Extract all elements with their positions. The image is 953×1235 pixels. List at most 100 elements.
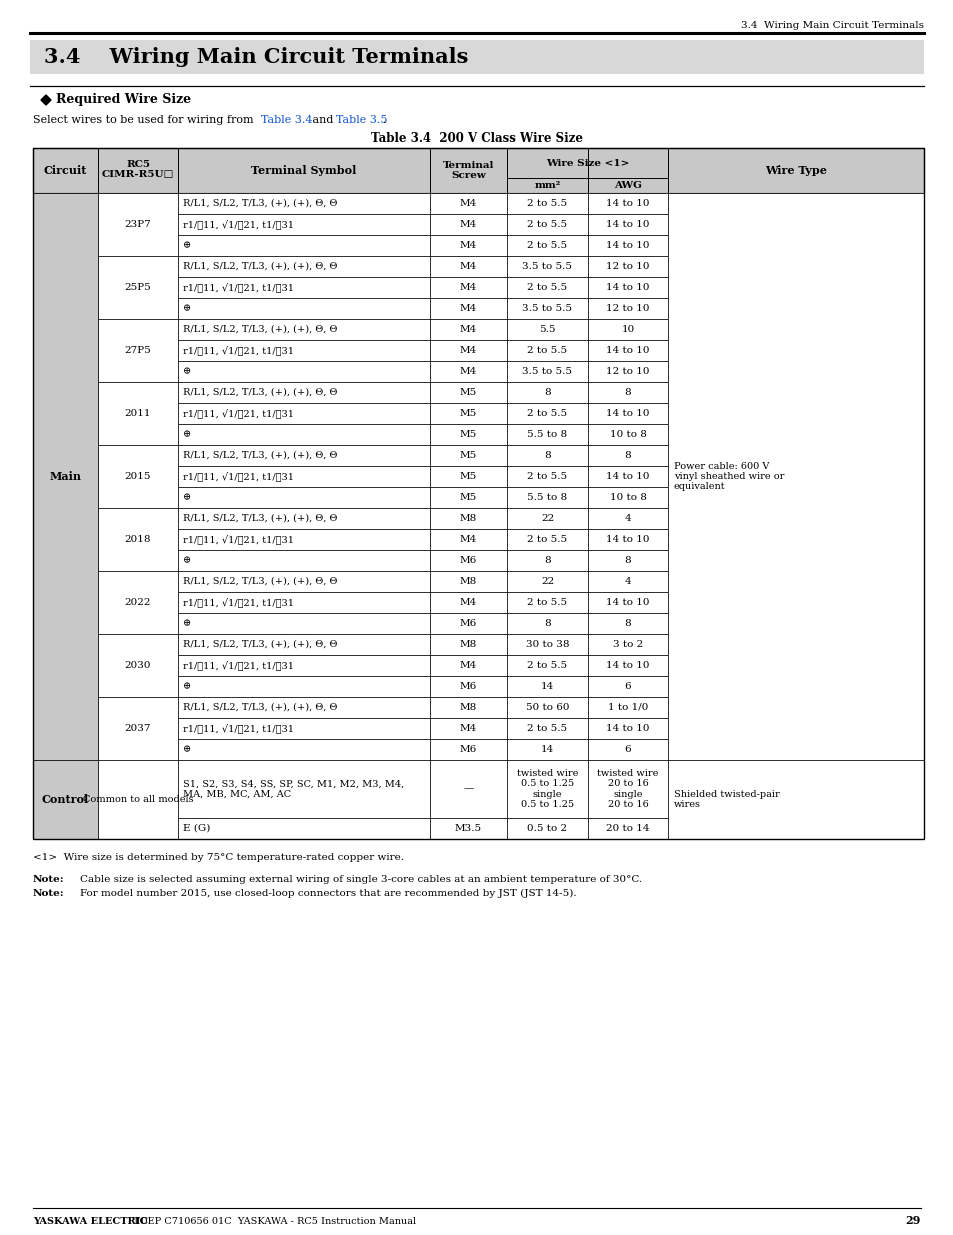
- Text: 1 to 1/0: 1 to 1/0: [607, 703, 647, 713]
- Text: 23P7: 23P7: [125, 220, 152, 228]
- Bar: [587, 466, 667, 487]
- Text: ⊕: ⊕: [183, 745, 191, 755]
- Text: Table 3.4: Table 3.4: [261, 115, 313, 125]
- Bar: [178, 361, 430, 382]
- Text: 5.5 to 8: 5.5 to 8: [527, 430, 567, 438]
- Text: 8: 8: [543, 451, 550, 459]
- Bar: [98, 445, 178, 508]
- Text: 14 to 10: 14 to 10: [605, 535, 649, 543]
- Text: 6: 6: [624, 682, 631, 692]
- Text: 14 to 10: 14 to 10: [605, 346, 649, 354]
- Text: <1>  Wire size is determined by 75°C temperature-rated copper wire.: <1> Wire size is determined by 75°C temp…: [33, 853, 403, 862]
- Text: 2 to 5.5: 2 to 5.5: [527, 535, 567, 543]
- Bar: [587, 319, 667, 340]
- Text: M5: M5: [459, 430, 476, 438]
- Text: Cable size is selected assuming external wiring of single 3-core cables at an am: Cable size is selected assuming external…: [80, 876, 641, 884]
- Text: Power cable: 600 V
vinyl sheathed wire or
equivalent: Power cable: 600 V vinyl sheathed wire o…: [673, 462, 783, 492]
- Bar: [178, 319, 430, 340]
- Bar: [430, 277, 506, 298]
- Bar: [587, 193, 667, 214]
- Text: 14 to 10: 14 to 10: [605, 220, 649, 228]
- Text: M8: M8: [459, 577, 476, 585]
- Text: M4: M4: [459, 262, 476, 270]
- Text: r1/ℓ11, √1/ℓ21, t1/ℓ31: r1/ℓ11, √1/ℓ21, t1/ℓ31: [183, 598, 294, 608]
- Text: 2 to 5.5: 2 to 5.5: [527, 409, 567, 417]
- Bar: [587, 634, 667, 655]
- Bar: [430, 592, 506, 613]
- Bar: [430, 466, 506, 487]
- Text: Common to all models: Common to all models: [83, 795, 193, 804]
- Text: R/L1, S/L2, T/L3, (+), (+), Θ, Θ: R/L1, S/L2, T/L3, (+), (+), Θ, Θ: [183, 199, 337, 207]
- Text: 10: 10: [620, 325, 634, 333]
- Text: 2022: 2022: [125, 598, 152, 606]
- Bar: [178, 760, 430, 818]
- Bar: [506, 655, 587, 676]
- Bar: [506, 298, 587, 319]
- Text: 8: 8: [624, 388, 631, 396]
- Bar: [506, 445, 587, 466]
- Bar: [506, 361, 587, 382]
- Bar: [430, 676, 506, 697]
- Text: Note:: Note:: [33, 889, 65, 898]
- Bar: [178, 529, 430, 550]
- Text: ⊕: ⊕: [183, 556, 191, 564]
- Text: Table 3.5: Table 3.5: [335, 115, 387, 125]
- Text: 2 to 5.5: 2 to 5.5: [527, 724, 567, 734]
- Text: 2 to 5.5: 2 to 5.5: [527, 661, 567, 671]
- Bar: [178, 382, 430, 403]
- Text: 5.5: 5.5: [538, 325, 556, 333]
- Bar: [430, 697, 506, 718]
- Bar: [506, 718, 587, 739]
- Bar: [587, 382, 667, 403]
- Text: R/L1, S/L2, T/L3, (+), (+), Θ, Θ: R/L1, S/L2, T/L3, (+), (+), Θ, Θ: [183, 451, 337, 459]
- Bar: [506, 403, 587, 424]
- Text: Select wires to be used for wiring from: Select wires to be used for wiring from: [33, 115, 257, 125]
- Bar: [98, 382, 178, 445]
- Bar: [506, 487, 587, 508]
- Bar: [506, 571, 587, 592]
- Text: Shielded twisted-pair
wires: Shielded twisted-pair wires: [673, 790, 779, 809]
- Bar: [430, 445, 506, 466]
- Bar: [430, 424, 506, 445]
- Bar: [430, 613, 506, 634]
- Bar: [506, 256, 587, 277]
- Bar: [178, 634, 430, 655]
- Bar: [98, 634, 178, 697]
- Text: R/L1, S/L2, T/L3, (+), (+), Θ, Θ: R/L1, S/L2, T/L3, (+), (+), Θ, Θ: [183, 577, 337, 585]
- Bar: [430, 550, 506, 571]
- Text: R/L1, S/L2, T/L3, (+), (+), Θ, Θ: R/L1, S/L2, T/L3, (+), (+), Θ, Θ: [183, 388, 337, 396]
- Bar: [178, 193, 430, 214]
- Bar: [98, 697, 178, 760]
- Polygon shape: [41, 95, 51, 105]
- Bar: [587, 487, 667, 508]
- Bar: [178, 697, 430, 718]
- Text: 22: 22: [540, 577, 554, 585]
- Bar: [33, 760, 98, 839]
- Text: M8: M8: [459, 514, 476, 522]
- Text: 2 to 5.5: 2 to 5.5: [527, 220, 567, 228]
- Bar: [506, 193, 587, 214]
- Text: M5: M5: [459, 493, 476, 501]
- Text: Wire Size <1>: Wire Size <1>: [545, 158, 629, 168]
- Bar: [178, 613, 430, 634]
- Text: 14 to 10: 14 to 10: [605, 598, 649, 606]
- Bar: [587, 739, 667, 760]
- Text: 10 to 8: 10 to 8: [609, 430, 646, 438]
- Bar: [430, 508, 506, 529]
- Text: M4: M4: [459, 598, 476, 606]
- Bar: [506, 613, 587, 634]
- Text: Control: Control: [42, 794, 89, 805]
- Text: M4: M4: [459, 283, 476, 291]
- Bar: [178, 739, 430, 760]
- Text: 3 to 2: 3 to 2: [612, 640, 642, 650]
- Bar: [587, 214, 667, 235]
- Text: 14 to 10: 14 to 10: [605, 661, 649, 671]
- Text: M6: M6: [459, 619, 476, 629]
- Text: 4: 4: [624, 514, 631, 522]
- Text: RC5
CIMR-R5U□: RC5 CIMR-R5U□: [102, 159, 174, 179]
- Text: 2 to 5.5: 2 to 5.5: [527, 199, 567, 207]
- Text: ⊕: ⊕: [183, 304, 191, 312]
- Text: R/L1, S/L2, T/L3, (+), (+), Θ, Θ: R/L1, S/L2, T/L3, (+), (+), Θ, Θ: [183, 262, 337, 270]
- Bar: [587, 655, 667, 676]
- Text: 2018: 2018: [125, 535, 152, 543]
